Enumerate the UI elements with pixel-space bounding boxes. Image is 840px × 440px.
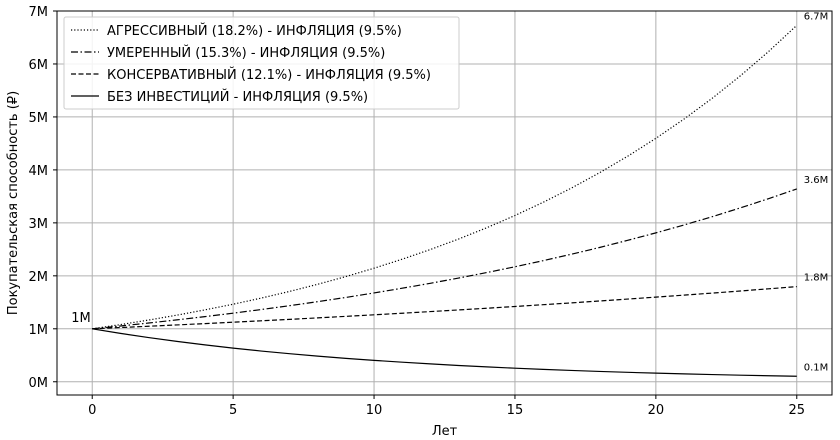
y-tick-label: 6M bbox=[29, 58, 49, 73]
x-tick-label: 10 bbox=[366, 403, 383, 418]
x-tick-label: 25 bbox=[788, 403, 805, 418]
legend-entry-2: УМЕРЕННЫЙ (15.3%) - ИНФЛЯЦИЯ (9.5%) bbox=[107, 45, 385, 61]
y-tick-label: 4M bbox=[29, 164, 49, 179]
legend-entry-1: АГРЕССИВНЫЙ (18.2%) - ИНФЛЯЦИЯ (9.5%) bbox=[107, 23, 402, 39]
series-end-label-1: 6.7M bbox=[804, 11, 829, 22]
x-tick-label: 5 bbox=[229, 403, 237, 418]
y-tick-label: 5M bbox=[29, 111, 49, 126]
legend: АГРЕССИВНЫЙ (18.2%) - ИНФЛЯЦИЯ (9.5%) УМЕ… bbox=[63, 16, 460, 110]
axis-ticks: 0 5 10 15 20 25 0M 1M 2M 3M 4M 5M 6M 7M bbox=[29, 5, 806, 418]
legend-box bbox=[63, 16, 460, 110]
plot-frame bbox=[56, 10, 833, 396]
series-end-label-3: 1.8M bbox=[804, 273, 829, 284]
series-lines bbox=[92, 24, 798, 377]
series-end-label-2: 3.6M bbox=[804, 175, 829, 186]
y-tick-label: 1M bbox=[29, 323, 49, 338]
x-tick-label: 20 bbox=[648, 403, 665, 418]
series-line-4 bbox=[92, 328, 797, 377]
y-tick-label: 2M bbox=[29, 270, 49, 285]
y-axis-label: Покупательская способность (₽) bbox=[6, 91, 21, 315]
legend-entry-3: КОНСЕРВАТИВНЫЙ (12.1%) - ИНФЛЯЦИЯ (9.5%) bbox=[107, 67, 431, 83]
x-tick-label: 0 bbox=[88, 403, 96, 418]
data-labels: 6.7M 3.6M 1.8M 0.1M 1M bbox=[71, 11, 828, 373]
x-tick-label: 15 bbox=[507, 403, 524, 418]
series-line-2 bbox=[92, 188, 797, 330]
legend-entry-4: БЕЗ ИНВЕСТИЦИЙ - ИНФЛЯЦИЯ (9.5%) bbox=[107, 89, 368, 105]
x-axis-label: Лет bbox=[432, 424, 458, 439]
series-line-1 bbox=[92, 24, 798, 330]
y-tick-label: 3M bbox=[29, 217, 49, 232]
start-value-label: 1M bbox=[71, 311, 91, 326]
y-tick-label: 7M bbox=[29, 5, 49, 20]
series-end-label-4: 0.1M bbox=[804, 362, 829, 373]
y-tick-label: 0M bbox=[29, 376, 49, 391]
series-line-3 bbox=[92, 286, 797, 330]
